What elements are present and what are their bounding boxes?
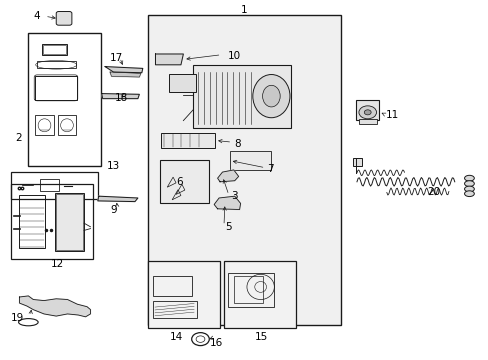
Bar: [35, 115, 54, 135]
Text: 10: 10: [227, 51, 240, 61]
Bar: [193, 65, 290, 128]
Bar: [168, 74, 195, 92]
Ellipse shape: [252, 75, 289, 118]
Bar: [28, 33, 101, 166]
Text: 18: 18: [114, 93, 128, 103]
FancyBboxPatch shape: [56, 12, 72, 25]
Ellipse shape: [262, 85, 280, 107]
Bar: [160, 160, 209, 203]
Text: 16: 16: [210, 338, 223, 348]
Bar: [152, 276, 191, 296]
Polygon shape: [214, 196, 240, 210]
Text: 2: 2: [15, 132, 22, 143]
Ellipse shape: [464, 191, 473, 197]
Text: 20: 20: [427, 186, 440, 197]
Bar: [229, 151, 271, 170]
Text: 12: 12: [51, 258, 64, 269]
Text: 5: 5: [224, 222, 231, 232]
Bar: [41, 44, 67, 55]
Text: 11: 11: [386, 110, 399, 120]
Ellipse shape: [464, 175, 473, 181]
Text: 15: 15: [254, 332, 268, 342]
Ellipse shape: [358, 106, 376, 119]
Text: 17: 17: [109, 53, 123, 63]
Bar: [358, 119, 376, 124]
Bar: [355, 100, 379, 120]
Bar: [42, 45, 66, 54]
Polygon shape: [110, 72, 141, 77]
Bar: [147, 15, 340, 325]
Bar: [152, 301, 196, 318]
Polygon shape: [102, 94, 139, 99]
Text: 13: 13: [106, 161, 120, 171]
Text: 6: 6: [176, 177, 183, 187]
Text: 14: 14: [169, 332, 183, 342]
Bar: [40, 179, 59, 191]
Polygon shape: [98, 196, 138, 202]
Text: 3: 3: [230, 191, 237, 201]
Bar: [19, 195, 45, 248]
Ellipse shape: [364, 110, 370, 115]
Ellipse shape: [464, 181, 473, 186]
Polygon shape: [20, 296, 90, 317]
Bar: [35, 76, 77, 100]
Bar: [37, 61, 76, 68]
Text: 19: 19: [11, 312, 24, 323]
Text: 7: 7: [267, 164, 274, 174]
Bar: [11, 184, 93, 259]
Bar: [11, 172, 98, 199]
Bar: [147, 261, 220, 328]
Bar: [233, 276, 263, 303]
Ellipse shape: [61, 15, 67, 21]
Bar: [58, 115, 76, 135]
Bar: [227, 273, 274, 307]
Polygon shape: [105, 67, 142, 73]
Bar: [224, 261, 296, 328]
Text: 8: 8: [234, 139, 241, 149]
Bar: [352, 158, 361, 166]
Bar: [55, 193, 84, 251]
Text: 1: 1: [241, 5, 247, 15]
Bar: [161, 133, 215, 148]
Ellipse shape: [464, 186, 473, 192]
Text: 9: 9: [110, 204, 117, 215]
Polygon shape: [217, 170, 238, 182]
Polygon shape: [155, 54, 183, 65]
Text: 4: 4: [33, 11, 40, 21]
Bar: [56, 194, 82, 250]
